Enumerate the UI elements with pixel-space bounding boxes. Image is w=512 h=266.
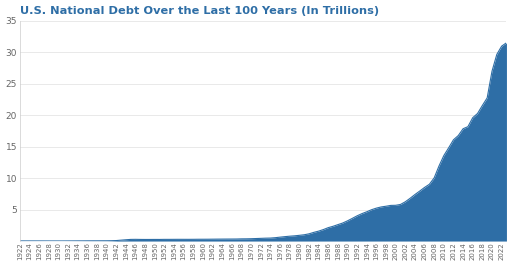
Text: U.S. National Debt Over the Last 100 Years (In Trillions): U.S. National Debt Over the Last 100 Yea…	[20, 6, 379, 15]
